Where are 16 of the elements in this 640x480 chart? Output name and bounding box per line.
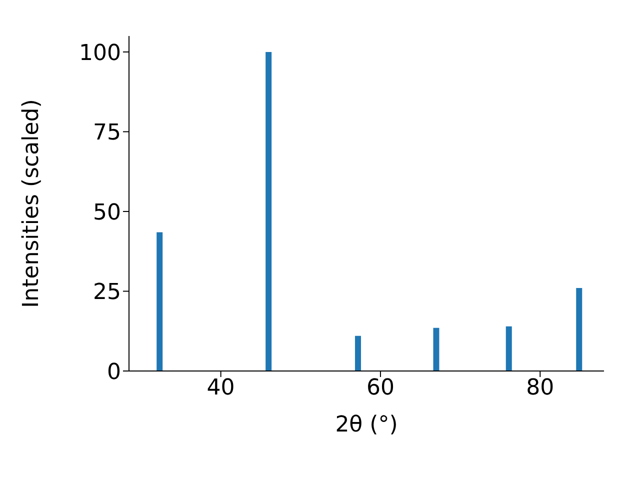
y-tick-label: 25 xyxy=(93,280,121,306)
bar xyxy=(433,328,440,371)
bar xyxy=(354,336,361,371)
bar xyxy=(156,232,163,371)
x-tick-label: 60 xyxy=(366,376,394,401)
y-tick-label: 75 xyxy=(93,120,121,146)
bar xyxy=(576,288,582,371)
y-axis-title: Intensities (scaled) xyxy=(18,99,44,308)
y-tick-label: 0 xyxy=(107,360,121,385)
x-tick-label: 80 xyxy=(526,376,554,401)
x-axis-title: 2θ (°) xyxy=(335,412,398,438)
x-tick-label: 40 xyxy=(206,376,235,401)
y-tick-label: 100 xyxy=(79,40,121,66)
y-tick-label: 50 xyxy=(93,200,121,226)
bar xyxy=(266,52,272,371)
bar xyxy=(506,326,512,371)
